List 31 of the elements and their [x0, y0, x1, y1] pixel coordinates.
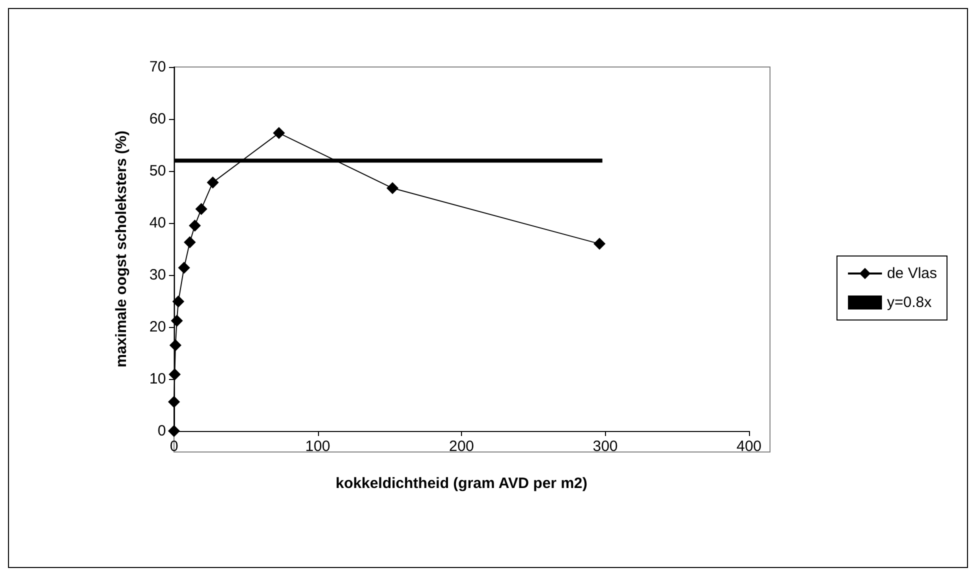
- point: [386, 182, 398, 194]
- y-axis-title: maximale oogst scholeksters (%): [113, 130, 130, 368]
- point: [206, 176, 219, 188]
- x-tick-label: 100: [305, 438, 330, 455]
- point: [169, 339, 182, 352]
- y-tick-label: 30: [149, 266, 166, 284]
- point: [168, 368, 181, 380]
- point: [178, 262, 190, 274]
- point: [188, 220, 201, 232]
- y-tick-label: 20: [149, 318, 166, 336]
- y-tick-label: 10: [149, 370, 166, 388]
- point: [594, 238, 606, 250]
- y-tick-label: 40: [149, 214, 166, 232]
- x-axis-title: kokkeldichtheid (gram AVD per m2): [336, 475, 588, 492]
- x-tick-label: 300: [592, 438, 618, 455]
- y-tick-label: 50: [149, 162, 166, 180]
- y-tick-label: 70: [149, 58, 166, 76]
- point: [195, 202, 208, 215]
- legend-label: de Vlas: [886, 265, 938, 282]
- point: [184, 236, 196, 248]
- point: [272, 127, 285, 140]
- point: [172, 296, 184, 308]
- point: [170, 314, 183, 327]
- point: [168, 396, 180, 408]
- x-tick-label: 400: [736, 438, 762, 455]
- y-tick-label: 60: [149, 110, 166, 128]
- point: [168, 425, 180, 437]
- x-tick-label: 200: [448, 438, 474, 455]
- y-tick-label: 0: [158, 422, 166, 440]
- legend-label: y=0.8x: [886, 294, 932, 311]
- x-tick-label: 0: [170, 438, 178, 455]
